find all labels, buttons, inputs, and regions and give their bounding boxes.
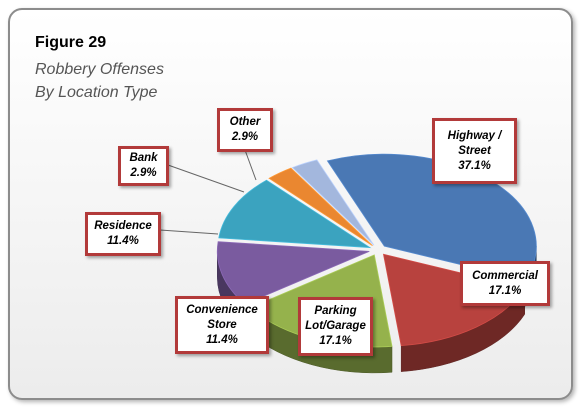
slice (291, 159, 375, 246)
data-label: Residence 11.4% (85, 212, 161, 256)
chart-subtitle: Robbery Offenses By Location Type (35, 61, 164, 101)
category-label: Bank (129, 152, 158, 164)
slice-tops (216, 153, 537, 348)
data-label: Commercial 17.1% (460, 261, 550, 306)
data-label: Convenience Store 11.4% (175, 296, 269, 354)
value-label: 17.1% (319, 335, 352, 347)
slice (268, 167, 373, 247)
value-label: 17.1% (488, 284, 522, 297)
leader-line (244, 149, 257, 181)
category-label: Residence (94, 220, 152, 232)
category-label: Parking Lot/Garage (305, 305, 366, 332)
chart-title: Figure 29 (35, 34, 107, 51)
value-label: 11.4% (206, 333, 238, 346)
value-label: 2.9% (231, 131, 259, 143)
value-label: 11.4% (107, 235, 139, 247)
category-label: Other (229, 116, 261, 128)
category-label: Commercial (472, 269, 538, 282)
data-label: Highway / Street 37.1% (432, 118, 517, 184)
leader-line (167, 164, 245, 193)
data-label: Bank 2.9% (118, 146, 169, 186)
value-label: 37.1% (458, 159, 491, 172)
data-label: Other 2.9% (217, 108, 273, 152)
value-label: 2.9% (130, 167, 157, 179)
leader-line (159, 229, 219, 235)
leader-lines (159, 149, 257, 235)
slice (218, 179, 372, 249)
category-label: Highway / Street (447, 129, 502, 157)
category-label: Convenience Store (186, 303, 258, 331)
data-label: Parking Lot/Garage 17.1% (298, 297, 373, 356)
